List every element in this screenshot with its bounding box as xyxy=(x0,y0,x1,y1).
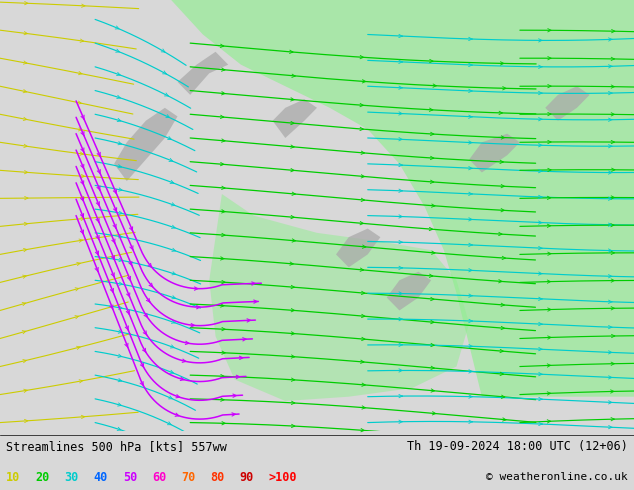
Polygon shape xyxy=(178,52,228,95)
Polygon shape xyxy=(171,0,634,397)
Text: Streamlines 500 hPa [kts] 557ww: Streamlines 500 hPa [kts] 557ww xyxy=(6,440,227,453)
Polygon shape xyxy=(387,271,431,311)
Text: 90: 90 xyxy=(240,470,254,484)
Text: 40: 40 xyxy=(94,470,108,484)
Text: © weatheronline.co.uk: © weatheronline.co.uk xyxy=(486,472,628,482)
Text: >100: >100 xyxy=(269,470,297,484)
Polygon shape xyxy=(114,108,178,181)
Polygon shape xyxy=(209,194,469,401)
Text: 50: 50 xyxy=(123,470,137,484)
Text: 80: 80 xyxy=(210,470,224,484)
Text: 60: 60 xyxy=(152,470,166,484)
Text: 10: 10 xyxy=(6,470,20,484)
Text: 30: 30 xyxy=(65,470,79,484)
Text: 70: 70 xyxy=(181,470,195,484)
Polygon shape xyxy=(336,228,380,268)
Polygon shape xyxy=(469,134,520,172)
Polygon shape xyxy=(273,99,317,138)
Text: Th 19-09-2024 18:00 UTC (12+06): Th 19-09-2024 18:00 UTC (12+06) xyxy=(407,440,628,453)
Polygon shape xyxy=(545,86,590,121)
Text: 20: 20 xyxy=(36,470,49,484)
